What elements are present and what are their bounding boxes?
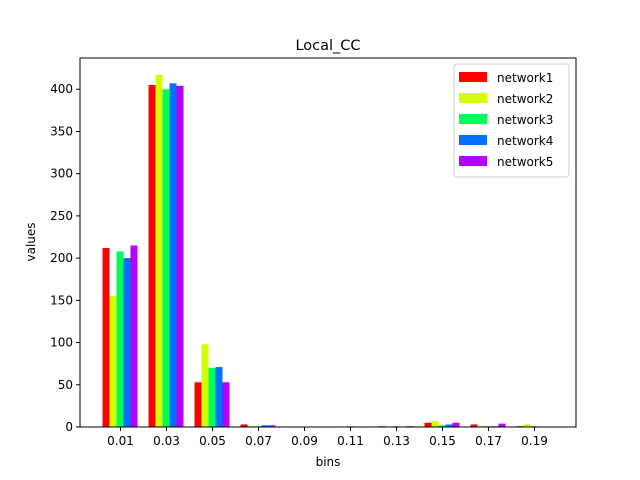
bar-network5-0.17 [498,423,506,427]
y-tick-label-0: 0 [65,420,73,434]
bar-network4-0.07 [261,425,269,427]
x-tick-label-0.15: 0.15 [429,434,456,448]
bar-network2-0.03 [155,74,163,427]
plot-frame [79,57,577,428]
x-tick-label-0.19: 0.19 [521,434,548,448]
legend-label-network4: network4 [497,134,553,148]
bar-network3-0.05 [208,367,216,427]
y-axis-label: values [24,222,38,261]
y-tick-label-400: 400 [50,82,73,96]
y-tick-label-200: 200 [50,251,73,265]
legend-swatch-network4 [459,135,487,145]
bar-network2-0.15 [431,421,439,427]
y-tick-label-100: 100 [50,336,73,350]
x-tick-label-0.05: 0.05 [199,434,226,448]
bar-network4-0.03 [169,83,177,427]
x-axis-label: bins [316,455,341,469]
legend-swatch-network5 [459,156,487,166]
bar-network1-0.05 [194,382,202,427]
bar-network2-0.05 [201,344,209,427]
bar-network5-0.03 [176,85,184,428]
legend-label-network2: network2 [497,92,553,106]
x-tick-label-0.11: 0.11 [337,434,364,448]
y-axis: 0 50 100 150 200 250 300 350 400 [50,82,80,434]
x-tick-label-0.03: 0.03 [153,434,180,448]
x-tick-label-0.17: 0.17 [475,434,502,448]
bar-network1-0.03 [148,85,156,428]
x-tick-label-0.09: 0.09 [291,434,318,448]
bar-network1-0.15 [424,422,432,427]
legend-swatch-network1 [459,72,487,82]
bar-network5-0.05 [222,382,230,427]
x-tick-label-0.13: 0.13 [383,434,410,448]
bars-layer [102,74,538,428]
bar-network2-0.19 [523,424,531,427]
bar-network1-0.17 [470,424,478,427]
x-tick-label-0.01: 0.01 [107,434,134,448]
bar-network1-0.07 [240,424,248,427]
legend-box [453,63,570,178]
bar-network4-0.01 [123,258,131,427]
chart-title: Local_CC [295,38,360,54]
bar-network5-0.01 [130,245,138,427]
legend-label-network3: network3 [497,113,553,127]
y-tick-label-150: 150 [50,293,73,307]
legend-label-network5: network5 [497,155,553,169]
legend-swatch-network2 [459,93,487,103]
bar-network1-0.01 [102,247,110,427]
bar-network3-0.03 [162,89,170,428]
bar-network4-0.15 [445,424,453,427]
legend-swatch-network3 [459,114,487,124]
bar-network4-0.05 [215,367,223,427]
y-tick-label-50: 50 [58,378,73,392]
y-tick-label-250: 250 [50,209,73,223]
bar-network5-0.07 [268,425,276,427]
x-tick-label-0.07: 0.07 [245,434,272,448]
bar-network3-0.01 [116,251,124,427]
bar-network5-0.15 [452,422,460,427]
bar-network3-0.15 [438,425,446,427]
bar-network2-0.01 [109,296,117,427]
x-axis: 0.01 0.03 0.05 0.07 0.09 0.11 0.13 0.15 0.17 0.19 [107,427,548,448]
legend-label-network1: network1 [497,71,553,85]
legend: network1 network2 network3 network4 network5 [453,63,570,178]
y-tick-label-300: 300 [50,167,73,181]
y-tick-label-350: 350 [50,124,73,138]
